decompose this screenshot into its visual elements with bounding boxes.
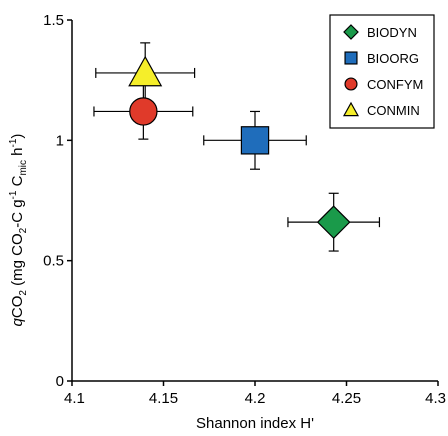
y-tick-label: 0.5 (43, 253, 64, 270)
y-axis-title: qCO2 (mg CO2-C g-1 Cmic h-1) (8, 134, 29, 327)
legend-marker-bioorg (344, 51, 358, 65)
data-markers (128, 55, 351, 240)
legend-label: CONMIN (367, 103, 420, 118)
legend: BIODYN BIOORG CONFYM CONMIN (329, 14, 435, 129)
x-axis-title: Shannon index H' (196, 415, 314, 432)
data-point-confym (129, 97, 158, 126)
legend-label: BIODYN (367, 25, 417, 40)
legend-marker-confym (344, 77, 358, 91)
data-point-bioorg (240, 126, 270, 155)
y-tick-label: 0 (56, 373, 64, 390)
y-tick-label: 1.5 (43, 12, 64, 29)
x-tick-label: 4.25 (332, 390, 361, 407)
legend-marker-conmin (342, 101, 360, 117)
legend-marker-biodyn (343, 24, 359, 40)
x-tick-label: 4.15 (149, 390, 178, 407)
data-point-biodyn (316, 205, 351, 240)
x-tick-label: 4.3 (425, 390, 446, 407)
legend-label: CONFYM (367, 77, 423, 92)
data-point-conmin (128, 55, 163, 87)
legend-label: BIOORG (367, 51, 419, 66)
ticks: 4.1 4.15 4.2 4.25 4.3 0 0.5 1 1.5 (43, 12, 446, 407)
x-tick-label: 4.2 (245, 390, 266, 407)
x-tick-label: 4.1 (64, 390, 85, 407)
y-tick-label: 1 (56, 132, 64, 149)
